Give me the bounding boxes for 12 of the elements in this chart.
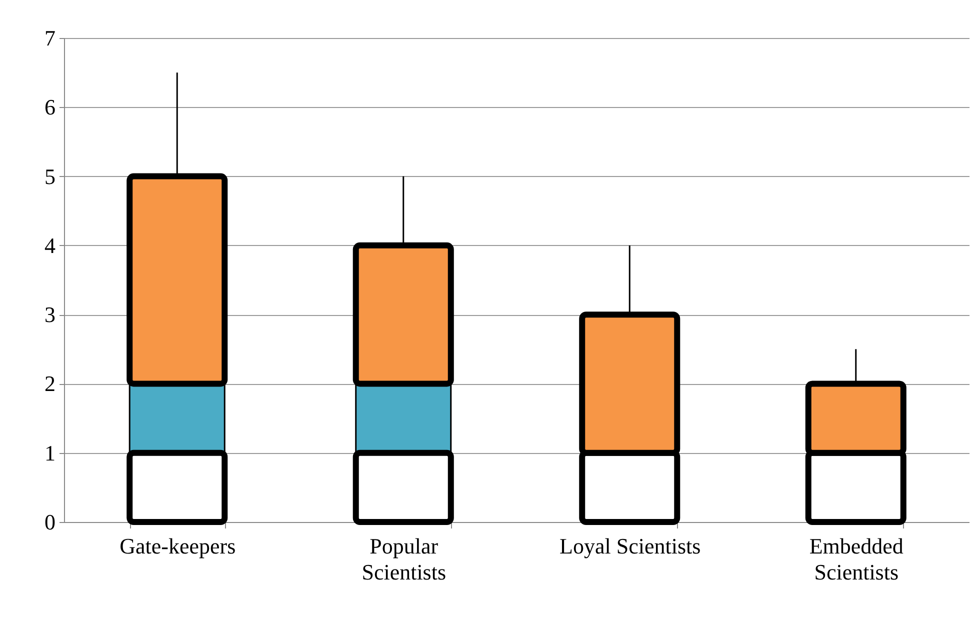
y-tick-label: 5 [44, 164, 56, 189]
y-tick-label: 3 [44, 302, 56, 328]
x-tick-label: Popular Scientists [362, 534, 446, 584]
y-tick-label: 4 [44, 232, 56, 258]
x-tick-label: Loyal Scientists [560, 534, 701, 558]
y-tick-label: 7 [44, 26, 56, 50]
y-tick-label: 6 [44, 94, 56, 120]
y-tick-label: 1 [44, 440, 56, 466]
x-tick-label: Embedded Scientists [809, 534, 904, 584]
y-tick-label: 2 [44, 371, 56, 396]
x-tick-label: Gate-keepers [120, 534, 236, 558]
y-tick-label: 0 [44, 510, 56, 534]
